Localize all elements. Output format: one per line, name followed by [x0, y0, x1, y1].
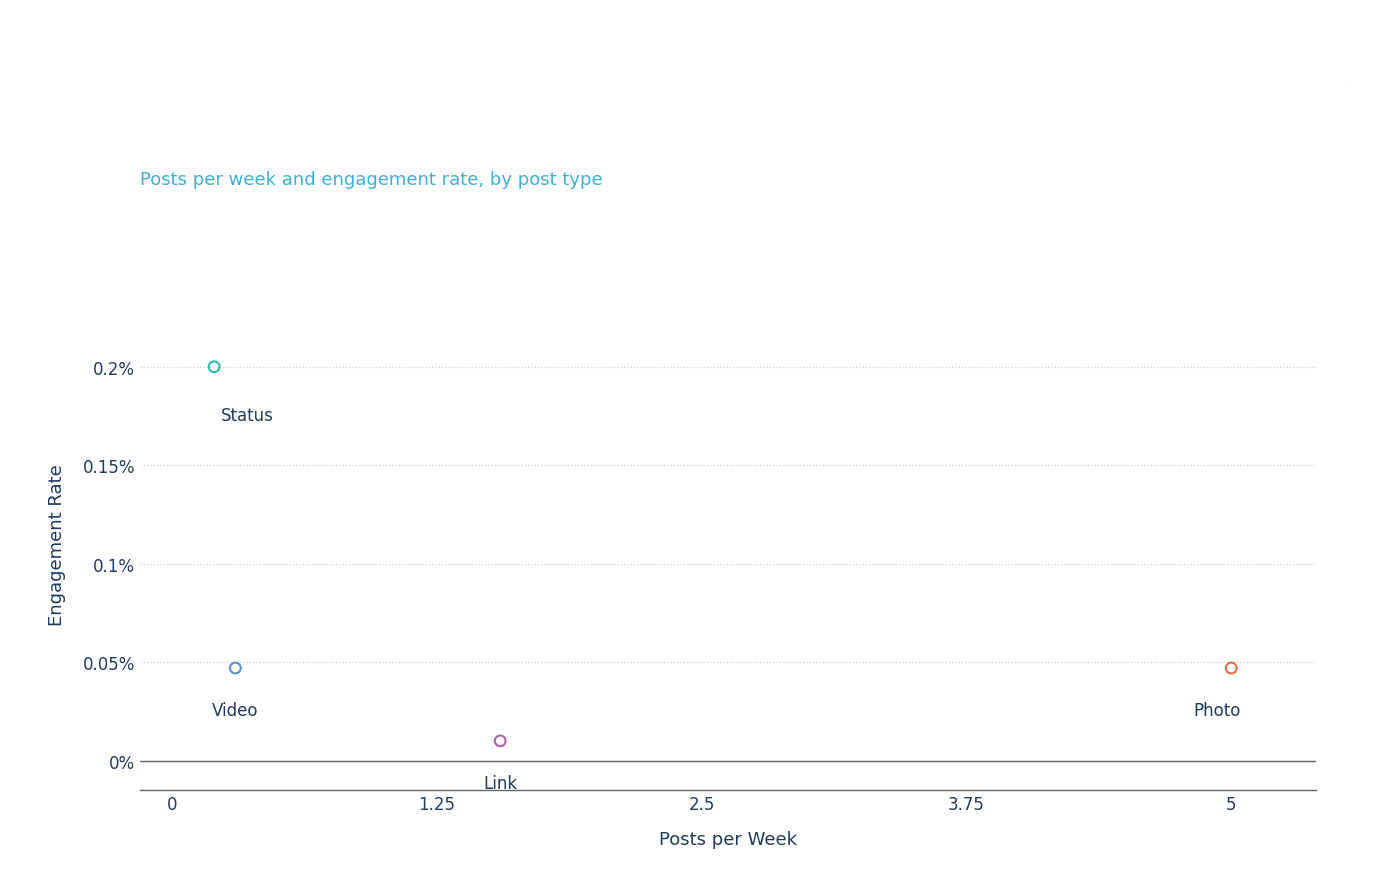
Point	[489, 734, 511, 748]
X-axis label: Posts per Week: Posts per Week	[659, 830, 797, 847]
Point	[1219, 661, 1242, 675]
Text: Photo: Photo	[1194, 702, 1240, 720]
Text: FASHION: TWITTER ENGAGEMENT: FASHION: TWITTER ENGAGEMENT	[63, 68, 766, 110]
Text: Posts per week and engagement rate, by post type: Posts per week and engagement rate, by p…	[140, 171, 602, 189]
Point	[224, 661, 246, 675]
Y-axis label: Engagement Rate: Engagement Rate	[48, 464, 66, 625]
Text: Status: Status	[221, 407, 274, 424]
Text: Video: Video	[213, 702, 259, 720]
Point	[203, 360, 225, 374]
Text: 🐦: 🐦	[1336, 65, 1364, 107]
Text: Link: Link	[483, 774, 517, 792]
